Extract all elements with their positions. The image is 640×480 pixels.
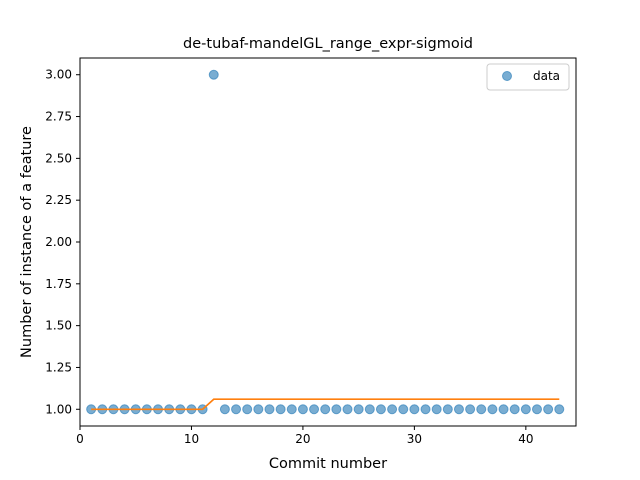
x-tick-label: 0 [76, 432, 84, 446]
data-point [208, 69, 219, 80]
data-point [520, 404, 531, 415]
x-axis: 0 10 20 30 40 [76, 426, 533, 446]
data-point [364, 404, 375, 415]
data-point [543, 404, 554, 415]
data-point [554, 404, 565, 415]
data-point [286, 404, 297, 415]
data-point [431, 404, 442, 415]
data-point [398, 404, 409, 415]
data-point [487, 404, 498, 415]
data-point [264, 404, 275, 415]
legend: data [486, 63, 570, 91]
data-point [275, 404, 286, 415]
x-tick-label: 10 [184, 432, 199, 446]
plot-area [86, 69, 565, 415]
data-point [465, 404, 476, 415]
y-tick-label: 2.25 [45, 193, 72, 207]
trend-line [91, 398, 560, 411]
data-point [219, 404, 230, 415]
data-point [297, 404, 308, 415]
x-tick-label: 30 [407, 432, 422, 446]
y-axis-label: Number of instance of a feature [19, 126, 35, 358]
data-point [253, 404, 264, 415]
y-tick-label: 1.50 [45, 319, 72, 333]
y-tick-label: 2.00 [45, 235, 72, 249]
legend-label-data: data [533, 69, 560, 83]
data-point [320, 404, 331, 415]
data-point [531, 404, 542, 415]
legend-marker-data [502, 71, 512, 81]
legend-frame [486, 63, 570, 91]
data-point [409, 404, 420, 415]
data-point [420, 404, 431, 415]
data-point [442, 404, 453, 415]
y-tick-label: 1.25 [45, 360, 72, 374]
data-point [309, 404, 320, 415]
y-tick-label: 1.75 [45, 277, 72, 291]
chart-title: de-tubaf-mandelGL_range_expr-sigmoid [183, 36, 473, 52]
y-tick-label: 2.75 [45, 110, 72, 124]
y-tick-label: 1.00 [45, 402, 72, 416]
x-tick-label: 40 [518, 432, 533, 446]
y-tick-label: 3.00 [45, 68, 72, 82]
data-point [453, 404, 464, 415]
data-point [476, 404, 487, 415]
data-point [375, 404, 386, 415]
data-point [342, 404, 353, 415]
data-point [387, 404, 398, 415]
x-tick-label: 20 [295, 432, 310, 446]
y-tick-label: 2.50 [45, 151, 72, 165]
data-point [509, 404, 520, 415]
data-point [353, 404, 364, 415]
data-point [231, 404, 242, 415]
data-point [331, 404, 342, 415]
data-point [242, 404, 253, 415]
y-axis: 1.00 1.25 1.50 1.75 2.00 2.25 2.50 2.75 3.00 [45, 68, 80, 416]
x-axis-label: Commit number [269, 456, 387, 472]
data-point [498, 404, 509, 415]
